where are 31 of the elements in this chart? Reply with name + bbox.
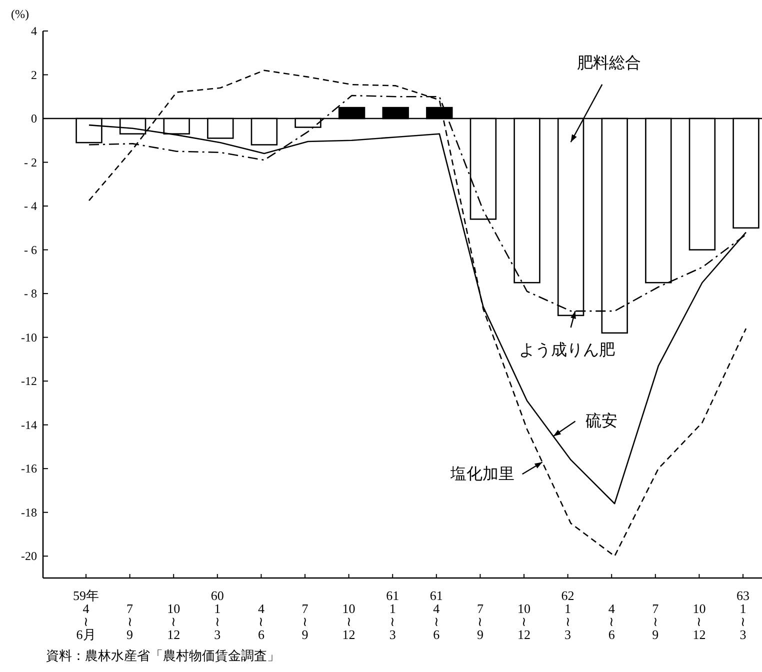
x-tick-label: 7 ≀ 9 (476, 601, 484, 642)
x-tick-label: 10 ≀ 12 (692, 601, 706, 642)
x-tick-label: 62 1 ≀ 3 (561, 588, 574, 642)
x-tick-label: 7 ≀ 9 (302, 601, 309, 642)
y-tick-label: 4 (31, 24, 37, 38)
y-tick-label: -14 (21, 418, 37, 432)
y-tick-label: - 2 (24, 155, 37, 170)
y-tick-label: -20 (21, 549, 37, 564)
y-tick-label: -18 (21, 505, 37, 520)
x-tick-label: 10 ≀ 12 (342, 601, 356, 642)
y-tick-label: 2 (31, 68, 37, 82)
y-axis-title: (%) (11, 7, 29, 21)
y-tick-label: - 4 (24, 199, 37, 214)
x-tick-label: 61 1 ≀ 3 (386, 588, 400, 642)
x-tick-label: 60 1 ≀ 3 (210, 588, 224, 642)
x-tick-label: 61 4 ≀ 6 (430, 588, 443, 642)
y-tick-label: - 8 (24, 286, 37, 301)
x-tick-label: 4 ≀ 6 (258, 601, 265, 642)
text: 資料：農林水産省「農村物価賃金調査」 (46, 648, 280, 663)
x-tick-label: 10 ≀ 12 (518, 601, 530, 642)
x-tick-label: 10 ≀ 12 (167, 601, 180, 642)
x-tick-label: 7 ≀ 9 (652, 601, 660, 642)
y-tick-label: -16 (21, 462, 37, 476)
x-tick-label: 7 ≀ 9 (126, 601, 134, 642)
x-tick-label: 4 ≀ 6 (608, 601, 616, 642)
y-tick-label: 0 (31, 112, 37, 126)
y-tick-label: -12 (21, 374, 37, 388)
x-tick-label: 59年 4 ≀ 6月 (73, 588, 99, 642)
x-tick-label: 63 1 ≀ 3 (736, 588, 750, 642)
y-tick-label: - 6 (24, 242, 37, 257)
y-tick-label: -10 (21, 330, 37, 344)
